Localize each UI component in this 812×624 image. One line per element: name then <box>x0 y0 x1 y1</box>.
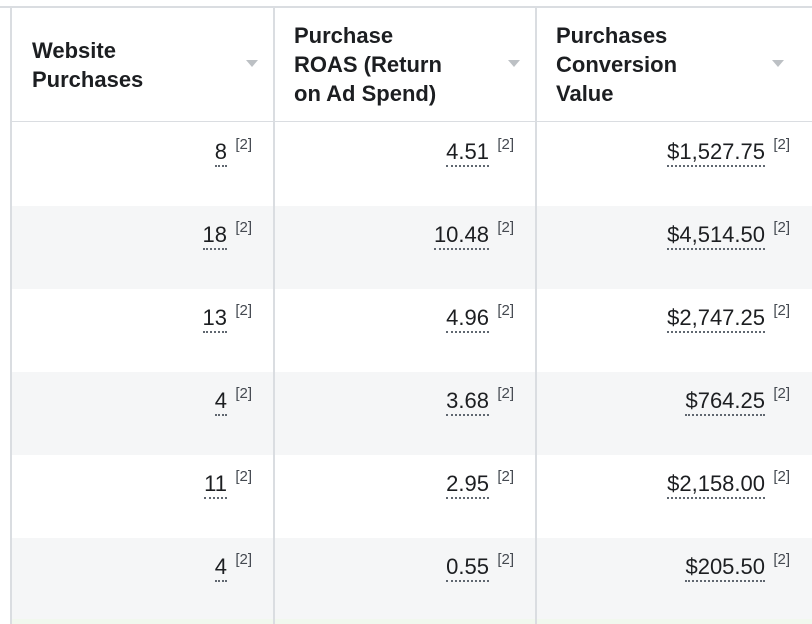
column-divider <box>273 8 275 624</box>
footnote-marker: [2] <box>235 136 252 153</box>
column-header-purchases-conversion-value[interactable]: Purchases Conversion Value <box>536 8 812 121</box>
metric-value-link[interactable]: $205.50 <box>685 554 765 582</box>
metric-value-link[interactable]: 3.68 <box>446 388 489 416</box>
next-row-edge <box>12 619 812 624</box>
cell-website-purchases: 13 [2] <box>12 289 274 372</box>
column-title-line: ROAS (Return <box>294 52 442 77</box>
cell-website-purchases: 11 [2] <box>12 455 274 538</box>
footnote-marker: [2] <box>497 385 514 402</box>
cell-conversion-value: $1,527.75 [2] <box>536 123 812 206</box>
cell-conversion-value: $2,747.25 [2] <box>536 289 812 372</box>
cell-conversion-value: $205.50 [2] <box>536 538 812 621</box>
footnote-marker: [2] <box>235 302 252 319</box>
metric-value-link[interactable]: 4 <box>214 388 227 416</box>
metric-value-link[interactable]: 4 <box>214 554 227 582</box>
footnote-marker: [2] <box>497 468 514 485</box>
column-title-line: Conversion <box>556 52 678 77</box>
footnote-marker: [2] <box>773 136 790 153</box>
footnote-marker: [2] <box>235 468 252 485</box>
cell-purchase-roas: 10.48 [2] <box>274 206 536 289</box>
table-row: 4 [2] 3.68 [2] $764.25 [2] <box>12 372 812 455</box>
metric-value-link[interactable]: 13 <box>202 305 227 333</box>
cell-purchase-roas: 3.68 [2] <box>274 372 536 455</box>
column-title-line: Purchases <box>32 66 144 92</box>
cell-purchase-roas: 4.51 [2] <box>274 123 536 206</box>
metric-value-link[interactable]: 18 <box>202 222 227 250</box>
table-row: 13 [2] 4.96 [2] $2,747.25 [2] <box>12 289 812 372</box>
table-top-border <box>0 6 812 8</box>
metric-value-link[interactable]: $4,514.50 <box>667 222 765 250</box>
table-row: 8 [2] 4.51 [2] $1,527.75 [2] <box>12 123 812 206</box>
cell-website-purchases: 4 [2] <box>12 372 274 455</box>
footnote-marker: [2] <box>497 551 514 568</box>
column-header-website-purchases[interactable]: Website Purchases <box>12 8 274 121</box>
footnote-marker: [2] <box>773 551 790 568</box>
column-title-line: Value <box>556 81 614 106</box>
footnote-marker: [2] <box>235 551 252 568</box>
footnote-marker: [2] <box>773 302 790 319</box>
cell-purchase-roas: 4.96 [2] <box>274 289 536 372</box>
cell-conversion-value: $2,158.00 [2] <box>536 455 812 538</box>
column-title-line: Purchase <box>294 23 394 48</box>
metric-value-link[interactable]: $1,527.75 <box>667 139 765 167</box>
metric-value-link[interactable]: 8 <box>214 139 227 167</box>
footnote-marker: [2] <box>773 219 790 236</box>
cell-conversion-value: $764.25 [2] <box>536 372 812 455</box>
footnote-marker: [2] <box>235 219 252 236</box>
column-divider <box>0 8 12 624</box>
sort-caret-icon[interactable] <box>508 60 520 67</box>
column-title: Purchases Conversion Value <box>556 21 677 108</box>
column-title: Website Purchases <box>32 36 143 94</box>
column-title: Purchase ROAS (Return on Ad Spend) <box>294 21 442 108</box>
cell-website-purchases: 8 [2] <box>12 123 274 206</box>
metric-value-link[interactable]: 11 <box>204 471 227 499</box>
sort-caret-icon[interactable] <box>246 60 258 67</box>
table-header: Website Purchases Purchase ROAS (Return … <box>0 8 812 122</box>
metric-value-link[interactable]: 0.55 <box>446 554 489 582</box>
metric-value-link[interactable]: 2.95 <box>446 471 489 499</box>
cell-purchase-roas: 0.55 [2] <box>274 538 536 621</box>
column-divider <box>535 8 537 624</box>
column-title-line: Website <box>32 37 116 63</box>
footnote-marker: [2] <box>497 136 514 153</box>
metric-value-link[interactable]: $764.25 <box>685 388 765 416</box>
metric-value-link[interactable]: 10.48 <box>433 222 489 250</box>
footnote-marker: [2] <box>497 219 514 236</box>
table-row: 11 [2] 2.95 [2] $2,158.00 [2] <box>12 455 812 538</box>
table-row: 18 [2] 10.48 [2] $4,514.50 [2] <box>12 206 812 289</box>
column-title-line: on Ad Spend) <box>294 81 437 106</box>
footnote-marker: [2] <box>773 385 790 402</box>
metric-value-link[interactable]: $2,747.25 <box>667 305 765 333</box>
sort-caret-icon[interactable] <box>772 60 784 67</box>
footnote-marker: [2] <box>773 468 790 485</box>
table-row: 4 [2] 0.55 [2] $205.50 [2] <box>12 538 812 621</box>
footnote-marker: [2] <box>497 302 514 319</box>
cell-website-purchases: 4 [2] <box>12 538 274 621</box>
cell-conversion-value: $4,514.50 [2] <box>536 206 812 289</box>
column-header-purchase-roas[interactable]: Purchase ROAS (Return on Ad Spend) <box>274 8 536 121</box>
cell-purchase-roas: 2.95 [2] <box>274 455 536 538</box>
metric-value-link[interactable]: 4.96 <box>446 305 489 333</box>
metric-value-link[interactable]: 4.51 <box>446 139 489 167</box>
column-title-line: Purchases <box>556 23 668 48</box>
footnote-marker: [2] <box>235 385 252 402</box>
cell-website-purchases: 18 [2] <box>12 206 274 289</box>
metric-value-link[interactable]: $2,158.00 <box>667 471 765 499</box>
